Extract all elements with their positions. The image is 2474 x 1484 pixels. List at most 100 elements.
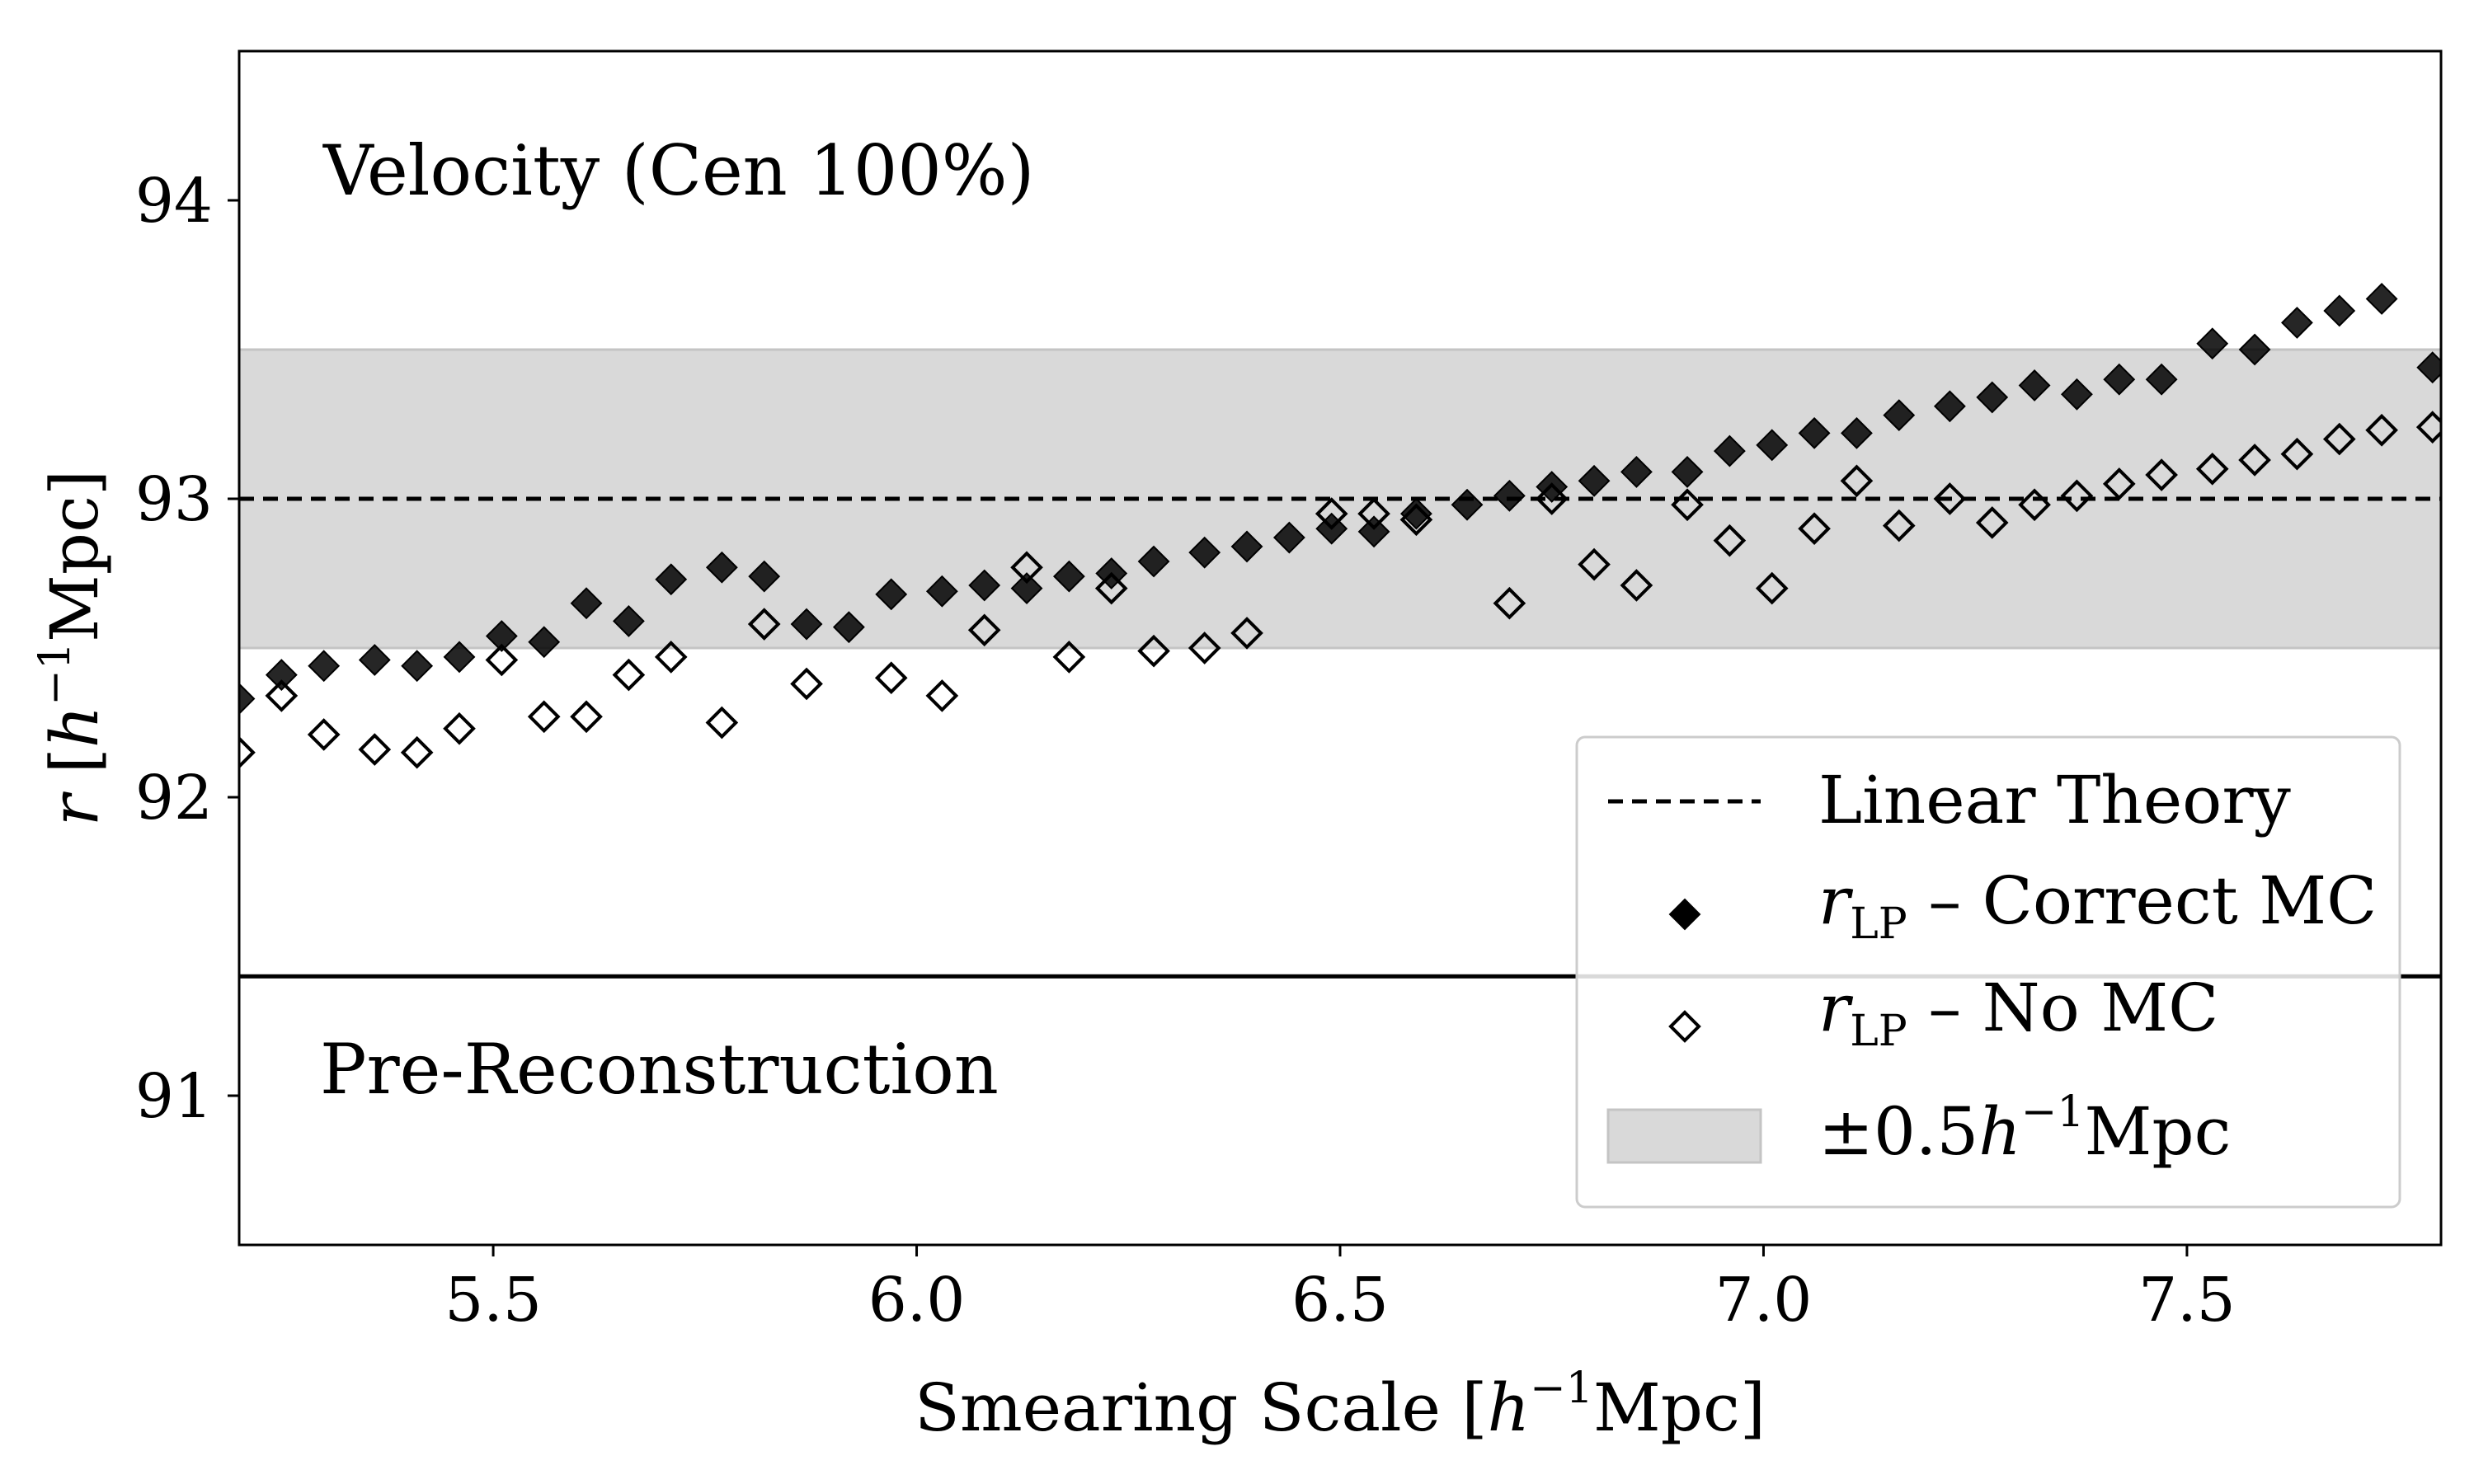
no-mc-point xyxy=(570,700,603,734)
legend-correct-mc-label: rLP – Correct MC xyxy=(1818,862,2377,949)
x-axis-title: Smearing Scale [h−1Mpc] xyxy=(915,1364,1766,1446)
correct-mc-point xyxy=(2281,307,2313,339)
correct-mc-point xyxy=(1578,464,1611,497)
no-mc-point xyxy=(1052,641,1086,674)
no-mc-point xyxy=(925,679,959,712)
no-mc-point xyxy=(239,735,256,769)
correct-mc-point xyxy=(1671,456,1704,488)
no-mc-point xyxy=(443,711,476,745)
no-mc-point xyxy=(485,643,519,677)
legend: Linear Theory rLP – Correct MC rLP – No … xyxy=(1575,735,2401,1209)
no-mc-point xyxy=(2365,413,2398,447)
correct-mc-point xyxy=(2196,327,2229,360)
no-mc-point xyxy=(1578,547,1611,581)
no-mc-point xyxy=(2102,467,2136,500)
correct-mc-point xyxy=(1798,416,1831,449)
y-axis-title-r: r xyxy=(36,791,113,826)
correct-mc-point xyxy=(968,569,1001,602)
y-axis-title-suffix: Mpc] xyxy=(36,470,113,642)
y-axis-title-h: h xyxy=(36,706,113,749)
no-mc-point xyxy=(1315,497,1348,530)
legend-no-mc-suffix: – No MC xyxy=(1907,970,2219,1046)
no-mc-point xyxy=(1399,503,1433,537)
correct-mc-point xyxy=(570,587,603,620)
legend-no-mc-r: r xyxy=(1818,970,1854,1046)
x-axis-title-sup: −1 xyxy=(1530,1364,1593,1413)
legend-no-mc-label: rLP – No MC xyxy=(1818,970,2218,1056)
correct-mc-point xyxy=(925,575,958,608)
y-axis: 91 92 93 94 xyxy=(135,166,239,1132)
no-mc-point xyxy=(1671,488,1704,522)
annotation-bottom: Pre-Reconstruction xyxy=(320,1029,999,1110)
no-mc-point xyxy=(2238,444,2271,477)
annotation-top: Velocity (Cen 100%) xyxy=(322,130,1034,211)
legend-band-prefix: ±0.5 xyxy=(1818,1093,1978,1170)
correct-mc-point xyxy=(2061,378,2093,411)
no-mc-point xyxy=(874,661,908,695)
correct-mc-point xyxy=(308,650,341,683)
correct-mc-point xyxy=(1933,390,1966,423)
correct-mc-point xyxy=(1976,381,2009,414)
no-mc-point xyxy=(1535,482,1569,515)
no-mc-point xyxy=(790,667,823,701)
no-mc-point xyxy=(1933,482,1967,515)
no-mc-point xyxy=(654,641,688,674)
correct-mc-point xyxy=(2238,333,2271,366)
correct-mc-point xyxy=(1230,530,1263,563)
no-mc-point xyxy=(1010,551,1043,585)
x-tick-label: 7.0 xyxy=(1715,1265,1813,1336)
correct-mc-point xyxy=(1756,429,1789,462)
correct-mc-point xyxy=(485,620,518,652)
no-mc-point xyxy=(1798,512,1831,546)
legend-band-swatch xyxy=(1606,1108,1762,1164)
no-mc-point xyxy=(967,613,1001,647)
x-tick-label: 7.5 xyxy=(2138,1265,2236,1336)
correct-mc-point xyxy=(832,611,865,644)
x-tick-label: 6.0 xyxy=(868,1265,966,1336)
legend-band-sup: −1 xyxy=(2021,1087,2085,1137)
no-mc-point xyxy=(1713,524,1747,557)
y-axis-title-sup: −1 xyxy=(31,642,80,706)
x-axis-title-suffix: Mpc] xyxy=(1593,1369,1766,1446)
no-mc-point xyxy=(2280,437,2314,471)
legend-band-h: h xyxy=(1978,1093,2021,1170)
x-tick-label: 6.5 xyxy=(1291,1265,1389,1336)
correct-mc-point xyxy=(239,683,256,715)
y-tick-label: 94 xyxy=(135,166,213,237)
no-mc-point xyxy=(358,733,392,766)
x-axis-title-h: h xyxy=(1488,1369,1531,1446)
no-mc-point xyxy=(1882,509,1916,542)
correct-mc-point xyxy=(1451,488,1484,521)
correct-mc-point xyxy=(705,551,738,584)
correct-mc-point xyxy=(1272,521,1305,554)
correct-mc-point xyxy=(612,605,645,637)
no-mc-point xyxy=(2018,488,2051,522)
y-axis-title-mid: [ xyxy=(36,748,113,795)
correct-mc-point xyxy=(265,659,298,691)
legend-no-mc-marker xyxy=(1668,1010,1701,1043)
legend-box xyxy=(1575,735,2401,1209)
no-mc-point xyxy=(1493,586,1526,620)
correct-mc-point xyxy=(1400,497,1432,530)
correct-mc-point xyxy=(1357,515,1390,548)
no-mc-point xyxy=(1137,634,1170,668)
correct-mc-point xyxy=(1841,416,1873,449)
no-mc-point xyxy=(2195,452,2229,486)
y-axis-title: r [h−1Mpc] xyxy=(31,470,113,826)
correct-mc-point xyxy=(2365,283,2398,315)
no-mc-point xyxy=(1230,617,1263,650)
no-mc-point xyxy=(265,679,299,712)
correct-mc-point xyxy=(358,644,391,676)
no-mc-point xyxy=(747,608,781,641)
y-tick-label: 93 xyxy=(135,464,213,535)
no-mc-point xyxy=(705,706,739,740)
no-mc-point xyxy=(2060,479,2094,513)
x-axis: 5.5 6.0 6.5 7.0 7.5 xyxy=(444,1245,2236,1336)
no-mc-point xyxy=(2415,411,2441,444)
no-mc-point xyxy=(1620,569,1653,602)
no-mc-point xyxy=(2145,458,2178,491)
correct-mc-point xyxy=(1052,560,1085,593)
no-mc-point xyxy=(1357,497,1390,530)
no-mc-point xyxy=(612,658,646,692)
